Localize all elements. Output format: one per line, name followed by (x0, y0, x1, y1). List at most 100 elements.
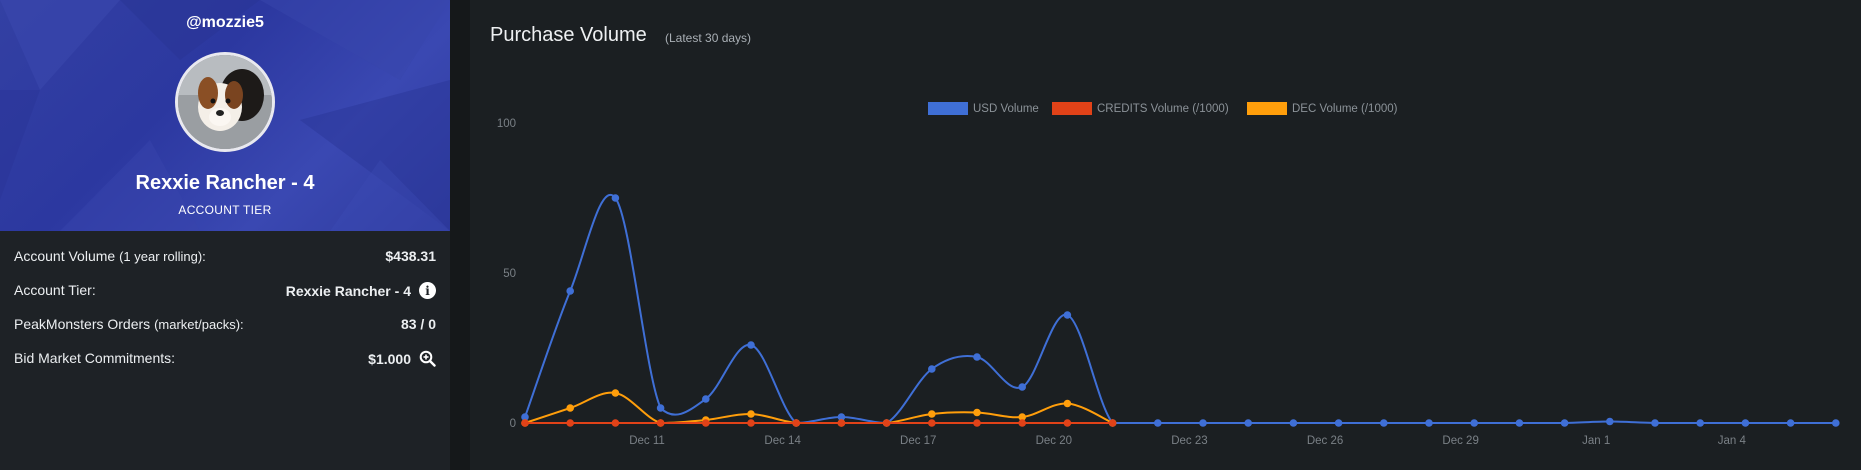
data-point[interactable] (1244, 419, 1252, 427)
legend-swatch[interactable] (1052, 102, 1092, 115)
data-point[interactable] (928, 410, 936, 418)
stat-label: PeakMonsters Orders (14, 316, 151, 332)
stat-label: Account Volume (14, 248, 116, 264)
card-background-pattern (0, 0, 450, 231)
data-point[interactable] (1154, 419, 1162, 427)
x-axis: Dec 11 Dec 14 Dec 17 Dec 20 Dec 23 Dec 26 Dec … (629, 435, 1746, 447)
data-point[interactable] (1334, 419, 1343, 427)
data-point[interactable] (792, 419, 800, 427)
y-axis: 0 50 100 (497, 118, 516, 430)
x-tick-label: Dec 29 (1442, 435, 1478, 447)
data-point[interactable] (1063, 419, 1072, 427)
stat-value: $1.000 (368, 350, 411, 367)
purchase-volume-chart[interactable]: USD Volume CREDITS Volume (/1000) DEC Volu… (470, 0, 1861, 470)
data-point[interactable] (1108, 419, 1117, 427)
profile-card: @mozzie5 Rexxie Rancher - 4 ACCOUNT TIER (0, 0, 450, 231)
data-point[interactable] (1018, 413, 1026, 421)
series-line[interactable] (524, 194, 1836, 425)
profile-panel: @mozzie5 Rexxie Rancher - 4 ACCOUNT TIER (0, 0, 450, 470)
chart-panel: Purchase Volume (Latest 30 days) USD Vol… (470, 0, 1861, 470)
data-point[interactable] (1786, 419, 1795, 427)
data-point[interactable] (656, 404, 665, 412)
data-point[interactable] (566, 419, 574, 427)
data-point[interactable] (1289, 419, 1298, 427)
tier-caption: ACCOUNT TIER (178, 203, 272, 217)
data-point[interactable] (747, 341, 755, 349)
chart-series (521, 194, 1840, 427)
data-point[interactable] (611, 389, 620, 397)
stat-label: Account Tier: (14, 282, 96, 298)
data-point[interactable] (747, 419, 755, 427)
stat-account-tier: Account Tier: Rexxie Rancher - 4 i (14, 282, 436, 304)
data-point[interactable] (702, 395, 710, 403)
stat-label: Bid Market Commitments: (14, 350, 176, 366)
legend-swatch[interactable] (1247, 102, 1287, 115)
data-point[interactable] (1425, 419, 1433, 427)
data-point[interactable] (882, 419, 891, 427)
legend-swatch[interactable] (928, 102, 968, 115)
x-tick-label: Jan 4 (1718, 435, 1747, 447)
x-tick-label: Dec 17 (900, 435, 936, 447)
data-point[interactable] (656, 419, 665, 427)
data-point[interactable] (1606, 417, 1614, 426)
data-point[interactable] (973, 419, 981, 427)
data-point[interactable] (1515, 419, 1524, 427)
chart-subtitle: (Latest 30 days) (665, 31, 752, 45)
data-point[interactable] (747, 410, 755, 418)
info-icon[interactable]: i (419, 282, 436, 299)
data-point[interactable] (1560, 419, 1569, 427)
y-tick-label: 50 (503, 268, 516, 280)
data-point[interactable] (973, 408, 981, 417)
panel-divider (450, 0, 470, 470)
data-point[interactable] (973, 353, 981, 361)
x-tick-label: Dec 20 (1036, 435, 1072, 447)
chart-title: Purchase Volume (490, 24, 647, 46)
data-point[interactable] (1741, 419, 1750, 427)
data-point[interactable] (611, 194, 620, 202)
data-point[interactable] (1696, 419, 1704, 427)
legend-label[interactable]: DEC Volume (/1000) (1292, 103, 1398, 115)
data-point[interactable] (566, 287, 574, 295)
data-point[interactable] (1018, 419, 1026, 427)
stat-sublabel: (1 year rolling): (119, 249, 206, 264)
data-point[interactable] (1199, 419, 1207, 427)
data-point[interactable] (928, 365, 936, 373)
avatar[interactable] (175, 52, 275, 152)
data-point[interactable] (521, 413, 529, 421)
stat-value: $438.31 (385, 248, 436, 264)
dog-avatar-image (178, 55, 272, 149)
y-tick-label: 0 (510, 418, 516, 430)
x-tick-label: Dec 11 (629, 435, 665, 447)
chart-legend: USD Volume CREDITS Volume (/1000) DEC Volu… (928, 102, 1398, 115)
stat-bid-commitments: Bid Market Commitments: $1.000 (14, 350, 436, 372)
data-point[interactable] (837, 419, 846, 427)
stat-orders: PeakMonsters Orders (market/packs): 83 /… (14, 316, 436, 338)
stat-value: Rexxie Rancher - 4 (285, 282, 411, 299)
legend-label[interactable]: CREDITS Volume (/1000) (1097, 103, 1229, 115)
data-point[interactable] (1651, 419, 1659, 427)
legend-label[interactable]: USD Volume (973, 103, 1039, 115)
data-point[interactable] (702, 419, 710, 427)
tier-name: Rexxie Rancher - 4 (135, 172, 315, 194)
data-point[interactable] (611, 419, 620, 427)
data-point[interactable] (521, 419, 529, 427)
x-tick-label: Dec 26 (1307, 435, 1343, 447)
y-tick-label: 100 (497, 118, 516, 130)
x-tick-label: Dec 23 (1171, 435, 1207, 447)
data-point[interactable] (1832, 419, 1840, 427)
data-point[interactable] (1063, 311, 1072, 319)
stat-value: 83 / 0 (400, 316, 436, 332)
data-point[interactable] (1470, 419, 1478, 427)
data-point[interactable] (928, 419, 936, 427)
data-point[interactable] (837, 413, 846, 421)
data-point[interactable] (1380, 419, 1388, 427)
stat-sublabel: (market/packs): (154, 317, 244, 332)
stat-account-volume: Account Volume (1 year rolling): $438.31 (14, 248, 436, 270)
data-point[interactable] (1063, 399, 1072, 408)
x-tick-label: Jan 1 (1582, 435, 1610, 447)
data-point[interactable] (1018, 383, 1026, 391)
data-point[interactable] (566, 404, 574, 412)
username: @mozzie5 (186, 14, 264, 31)
zoom-in-icon[interactable] (419, 350, 436, 367)
